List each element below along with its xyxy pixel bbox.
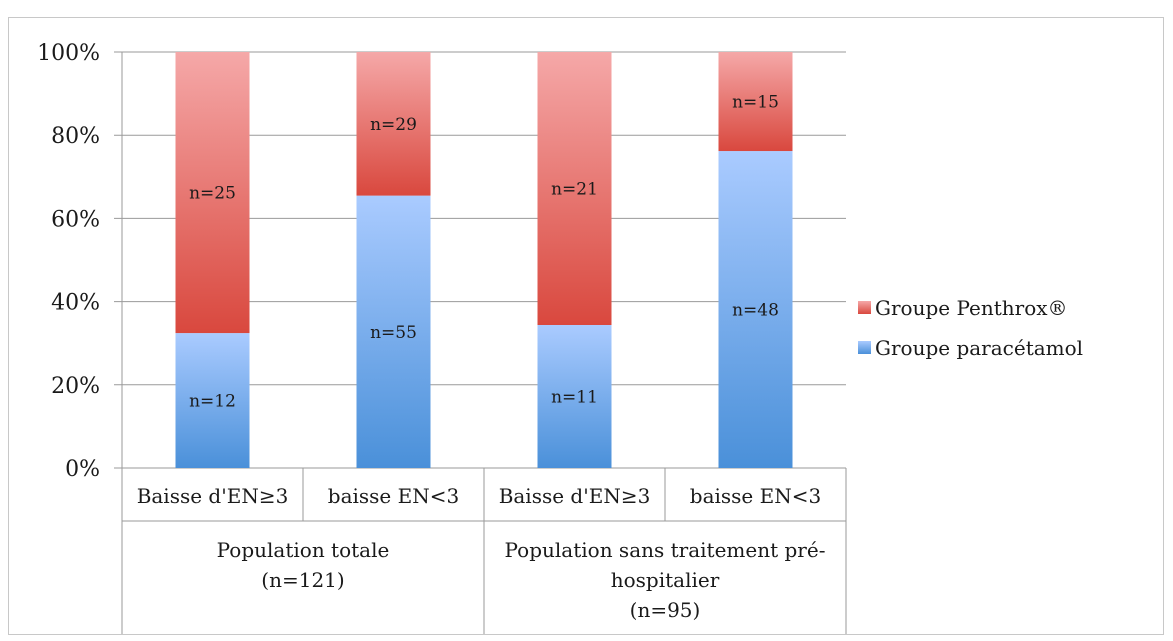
- legend-label: Groupe paracétamol: [875, 336, 1083, 360]
- legend-swatch: [858, 341, 871, 354]
- x-axis: Baisse d'EN≥3 baisse EN<3 Baisse d'EN≥3 bai…: [122, 468, 847, 634]
- x-group-label: Population sans traitement pré-: [505, 538, 826, 562]
- x-category-label: baisse EN<3: [690, 484, 821, 508]
- data-label: n=55: [370, 323, 417, 343]
- x-group-label: (n=121): [261, 568, 344, 592]
- y-tick-label: 60%: [51, 207, 100, 232]
- data-label: n=12: [189, 392, 236, 412]
- legend-label: Groupe Penthrox®: [875, 296, 1068, 320]
- y-tick-label: 0%: [65, 457, 100, 482]
- y-tick-label: 100%: [37, 41, 100, 66]
- bar-segment: [356, 52, 431, 196]
- data-label: n=48: [732, 301, 779, 321]
- bar-segment: [356, 195, 431, 468]
- data-label: n=15: [732, 93, 779, 113]
- x-category-label: Baisse d'EN≥3: [137, 484, 289, 508]
- data-label: n=25: [189, 184, 236, 204]
- bars: n=12 n=25 n=55 n=29 n=11 n=21 n=48 n=15: [175, 52, 793, 469]
- y-tick-label: 20%: [51, 374, 100, 399]
- bar-segment: [718, 151, 793, 469]
- x-group-label: hospitalier: [611, 568, 720, 592]
- bar-segment: [537, 52, 612, 325]
- x-category-label: baisse EN<3: [328, 484, 459, 508]
- data-label: n=21: [551, 180, 598, 200]
- data-label: n=29: [370, 115, 417, 135]
- y-axis-ticks: 0% 20% 40% 60% 80% 100%: [37, 41, 100, 482]
- bar-segment: [175, 52, 250, 334]
- legend-swatch: [858, 301, 871, 314]
- bar-segment: [175, 333, 250, 468]
- y-tick-label: 80%: [51, 124, 100, 149]
- x-group-label: Population totale: [217, 538, 390, 562]
- y-tick-label: 40%: [51, 291, 100, 316]
- x-category-label: Baisse d'EN≥3: [499, 484, 651, 508]
- x-group-label: (n=95): [630, 598, 701, 622]
- data-label: n=11: [551, 388, 598, 408]
- bar-segment: [718, 52, 793, 152]
- legend: Groupe Penthrox® Groupe paracétamol: [858, 296, 1083, 360]
- bar-segment: [537, 325, 612, 468]
